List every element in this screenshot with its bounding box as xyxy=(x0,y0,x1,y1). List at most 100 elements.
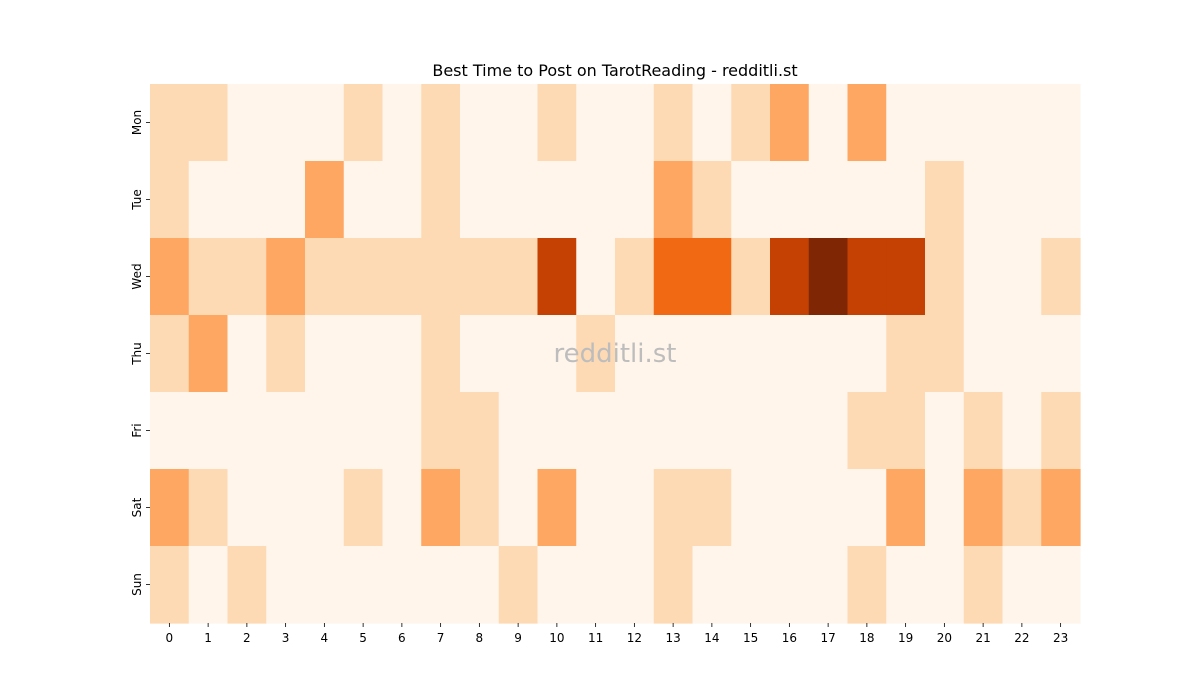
heatmap-cell-sun-1 xyxy=(188,546,229,624)
heatmap-cell-tue-17 xyxy=(808,161,849,239)
heatmap-cell-wed-8 xyxy=(460,238,500,316)
heatmap-cell-sun-7 xyxy=(421,546,461,624)
heatmap-cell-tue-10 xyxy=(537,161,577,239)
heatmap-cell-sun-9 xyxy=(498,546,539,624)
heatmap-cell-tue-2 xyxy=(227,161,267,239)
y-tick-label: Wed xyxy=(130,263,144,289)
heatmap-cell-tue-15 xyxy=(731,161,771,239)
x-tick-label: 5 xyxy=(359,631,367,645)
heatmap-cell-thu-23 xyxy=(1041,315,1081,393)
heatmap-cell-wed-23 xyxy=(1041,238,1081,316)
x-tick-label: 7 xyxy=(437,631,445,645)
heatmap-cell-thu-13 xyxy=(653,315,694,393)
x-tick-label: 23 xyxy=(1053,631,1068,645)
heatmap-cell-mon-10 xyxy=(537,84,577,162)
heatmap-cell-sun-10 xyxy=(537,546,577,624)
heatmap-cell-thu-18 xyxy=(847,315,887,393)
x-tick-label: 1 xyxy=(204,631,212,645)
heatmap-cell-wed-5 xyxy=(343,238,384,316)
heatmap-cell-fri-10 xyxy=(537,392,577,470)
heatmap-cell-mon-12 xyxy=(615,84,655,162)
heatmap-cell-sat-11 xyxy=(576,469,616,547)
x-tick-label: 16 xyxy=(782,631,797,645)
heatmap-cell-fri-18 xyxy=(847,392,887,470)
heatmap-cell-sat-14 xyxy=(692,469,732,547)
heatmap-cell-sun-18 xyxy=(847,546,887,624)
x-tick-label: 15 xyxy=(743,631,758,645)
heatmap-cell-tue-19 xyxy=(886,161,926,239)
heatmap-cell-thu-19 xyxy=(886,315,926,393)
heatmap-cell-fri-4 xyxy=(305,392,345,470)
heatmap-cell-wed-1 xyxy=(188,238,229,316)
heatmap-cell-tue-14 xyxy=(692,161,732,239)
y-axis: Mon Tue Wed Thu Fri Sat Sun xyxy=(130,110,150,596)
x-tick-label: 9 xyxy=(514,631,522,645)
heatmap-cell-sat-13 xyxy=(653,469,694,547)
heatmap-cell-tue-13 xyxy=(653,161,694,239)
x-tick-label: 2 xyxy=(243,631,251,645)
heatmap-cell-mon-22 xyxy=(1002,84,1042,162)
heatmap-cell-wed-21 xyxy=(963,238,1004,316)
heatmap-cell-wed-19 xyxy=(886,238,926,316)
heatmap-cell-tue-6 xyxy=(382,161,422,239)
heatmap-cell-tue-16 xyxy=(770,161,810,239)
x-tick-label: 6 xyxy=(398,631,406,645)
heatmap-cell-thu-14 xyxy=(692,315,732,393)
heatmap-cell-sun-8 xyxy=(460,546,500,624)
heatmap-cell-sat-4 xyxy=(305,469,345,547)
heatmap-cell-tue-8 xyxy=(460,161,500,239)
heatmap-cell-tue-18 xyxy=(847,161,887,239)
heatmap-cell-sun-14 xyxy=(692,546,732,624)
heatmap-cell-sat-22 xyxy=(1002,469,1042,547)
heatmap-cell-tue-3 xyxy=(266,161,306,239)
heatmap-cell-thu-16 xyxy=(770,315,810,393)
x-tick-label: 0 xyxy=(166,631,174,645)
heatmap-cell-sun-17 xyxy=(808,546,849,624)
heatmap-cell-sat-0 xyxy=(150,469,190,547)
heatmap-cell-tue-11 xyxy=(576,161,616,239)
heatmap-cell-sun-11 xyxy=(576,546,616,624)
x-tick-label: 12 xyxy=(627,631,642,645)
heatmap-cell-wed-20 xyxy=(925,238,965,316)
heatmap-cell-mon-2 xyxy=(227,84,267,162)
heatmap-cell-tue-4 xyxy=(305,161,345,239)
heatmap-cell-mon-16 xyxy=(770,84,810,162)
heatmap-cell-sun-19 xyxy=(886,546,926,624)
heatmap-cell-thu-21 xyxy=(963,315,1004,393)
heatmap-cell-fri-1 xyxy=(188,392,229,470)
heatmap-cell-mon-8 xyxy=(460,84,500,162)
y-tick-label: Thu xyxy=(130,342,144,366)
heatmap-cell-sat-16 xyxy=(770,469,810,547)
x-tick-label: 8 xyxy=(476,631,484,645)
heatmap-cell-tue-23 xyxy=(1041,161,1081,239)
watermark-text: redditli.st xyxy=(554,339,677,369)
y-tick-label: Sun xyxy=(130,573,144,596)
heatmap-cell-sat-17 xyxy=(808,469,849,547)
x-tick-label: 18 xyxy=(859,631,874,645)
heatmap-cell-wed-17 xyxy=(808,238,849,316)
heatmap-cell-fri-21 xyxy=(963,392,1004,470)
heatmap-cell-fri-23 xyxy=(1041,392,1081,470)
heatmap-cell-mon-18 xyxy=(847,84,887,162)
heatmap-cell-thu-10 xyxy=(537,315,577,393)
heatmap-cell-thu-3 xyxy=(266,315,306,393)
heatmap-cell-thu-20 xyxy=(925,315,965,393)
heatmap-cell-mon-19 xyxy=(886,84,926,162)
heatmap-cell-wed-11 xyxy=(576,238,616,316)
heatmap-cell-tue-5 xyxy=(343,161,384,239)
heatmap-cell-fri-7 xyxy=(421,392,461,470)
heatmap-cell-wed-9 xyxy=(498,238,539,316)
heatmap-cell-fri-14 xyxy=(692,392,732,470)
heatmap-cell-tue-0 xyxy=(150,161,190,239)
heatmap-cell-thu-17 xyxy=(808,315,849,393)
heatmap-cell-fri-15 xyxy=(731,392,771,470)
heatmap-cell-sat-7 xyxy=(421,469,461,547)
heatmap-cell-fri-5 xyxy=(343,392,384,470)
heatmap-cell-mon-17 xyxy=(808,84,849,162)
heatmap-cell-thu-1 xyxy=(188,315,229,393)
heatmap-cell-thu-6 xyxy=(382,315,422,393)
heatmap-cell-wed-13 xyxy=(653,238,694,316)
heatmap-cell-sun-2 xyxy=(227,546,267,624)
x-tick-label: 14 xyxy=(704,631,719,645)
